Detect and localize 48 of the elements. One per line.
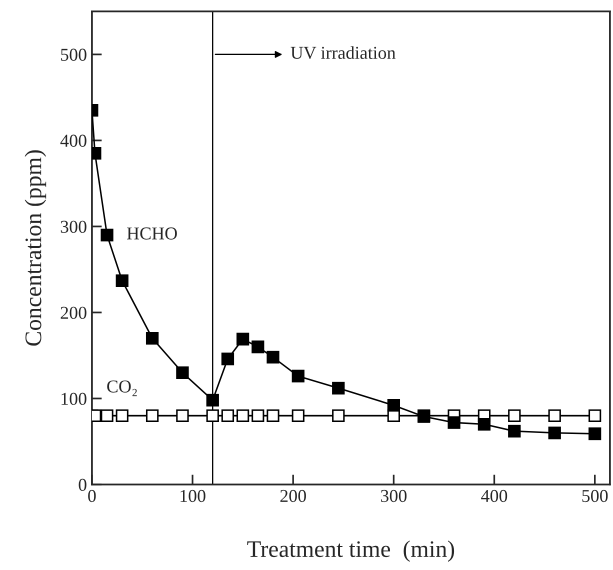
x-tick-label: 400 [481,490,508,502]
y-axis-title: Concentration (ppm) [24,150,46,346]
y-tick-label: 300 [60,220,86,233]
point [116,409,128,422]
point [146,409,159,422]
point [146,332,159,345]
point [588,409,602,422]
point [236,409,250,422]
point [266,350,280,364]
point [236,332,250,346]
y-tick-label: 200 [60,306,86,319]
point [387,399,400,412]
point [266,409,280,422]
point [548,409,561,422]
point [292,370,304,382]
x-tick-label: 200 [280,490,306,502]
point [448,416,460,429]
x-tick-label: 100 [180,490,206,502]
y-tick-label: 100 [62,392,86,405]
point [176,409,189,422]
point [221,409,234,422]
x-tick-label: 300 [381,490,407,502]
point [588,427,602,440]
point [100,228,114,242]
x-axis-title: Treatment time (min) [247,540,454,562]
y-tick-label: 500 [61,48,86,61]
point [548,426,561,440]
point [206,394,219,407]
point [332,382,345,394]
point [100,409,114,422]
point [206,409,219,422]
x-tick-label: 0 [88,490,96,502]
y-tick-label: 400 [60,134,86,147]
point [478,418,491,431]
point [116,274,128,287]
point [508,424,521,438]
x-tick-label: 500 [582,490,608,502]
ref-line-label: UV irradiation [290,46,396,60]
point [221,352,234,366]
point [292,409,304,422]
series-label: CO₂ [107,380,137,396]
series-label: HCHO [127,227,177,240]
point [252,409,264,422]
point [332,409,345,422]
y-tick-label: 0 [78,478,86,491]
point [508,409,521,422]
point [252,340,264,354]
point [176,366,189,379]
